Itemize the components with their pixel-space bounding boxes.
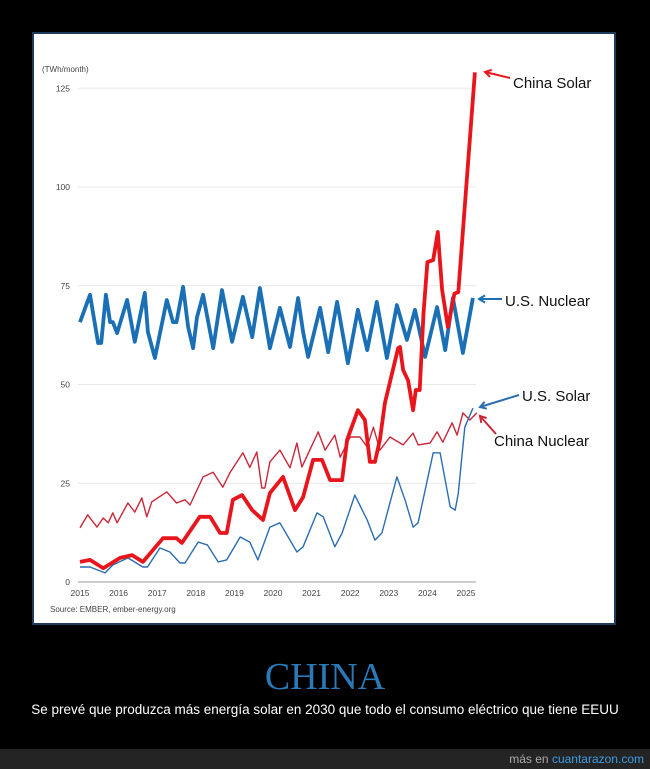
series-label-china-solar: China Solar [513,75,591,92]
x-tick-label: 2020 [264,588,283,598]
x-tick-label: 2023 [379,588,398,598]
footer-text: más en cuantarazon.com [509,752,644,766]
x-tick-label: 2016 [109,588,128,598]
arrowhead-u-s-solar [478,401,488,410]
arrow-u-s-solar [479,394,520,408]
series-label-u-s-solar: U.S. Solar [522,388,590,405]
x-tick-label: 2025 [457,588,476,598]
site-link[interactable]: cuantarazon.com [551,752,644,766]
y-tick-label: 75 [61,281,71,291]
post-title: CHINA [264,656,386,698]
arrowhead-china-solar [483,68,492,78]
footer-prefix: más en [509,752,552,766]
chart-panel: (TWh/month) 0 25 50 75 100 125 2015 2016 2017 201… [32,32,616,625]
y-unit-label: (TWh/month) [42,65,89,74]
x-tick-label: 2017 [148,588,167,598]
arrowhead-u-s-nuclear [477,294,486,304]
x-tick-label: 2022 [341,588,360,598]
series-line-china-solar [79,72,477,571]
arrow-china-solar [484,71,511,79]
series-label-china-nuclear: China Nuclear [494,433,589,450]
series-label-u-s-nuclear: U.S. Nuclear [505,293,590,310]
y-tick-label: 125 [56,83,70,93]
source-note: Source: EMBER, ember-energy.org [50,605,176,614]
series-line-u-s-nuclear [78,285,475,366]
series-line-china-nuclear [79,412,478,529]
x-tick-label: 2015 [71,588,90,598]
y-tick-label: 0 [65,577,70,587]
arrow-china-nuclear [479,415,497,435]
footer-bar: más en cuantarazon.com [0,749,650,769]
line-chart: (TWh/month) 0 25 50 75 100 125 2015 2016 2017 201… [42,65,591,614]
arrowhead-china-nuclear [478,414,487,424]
series-line-u-s-solar [80,407,474,574]
x-tick-label: 2018 [186,588,205,598]
x-tick-label: 2019 [225,588,244,598]
y-tick-label: 50 [61,380,71,390]
y-tick-label: 100 [56,182,70,192]
post-caption: Se prevé que produzca más energía solar … [31,702,619,717]
x-tick-label: 2021 [302,588,321,598]
y-tick-label: 25 [61,478,71,488]
x-tick-label: 2024 [418,588,437,598]
